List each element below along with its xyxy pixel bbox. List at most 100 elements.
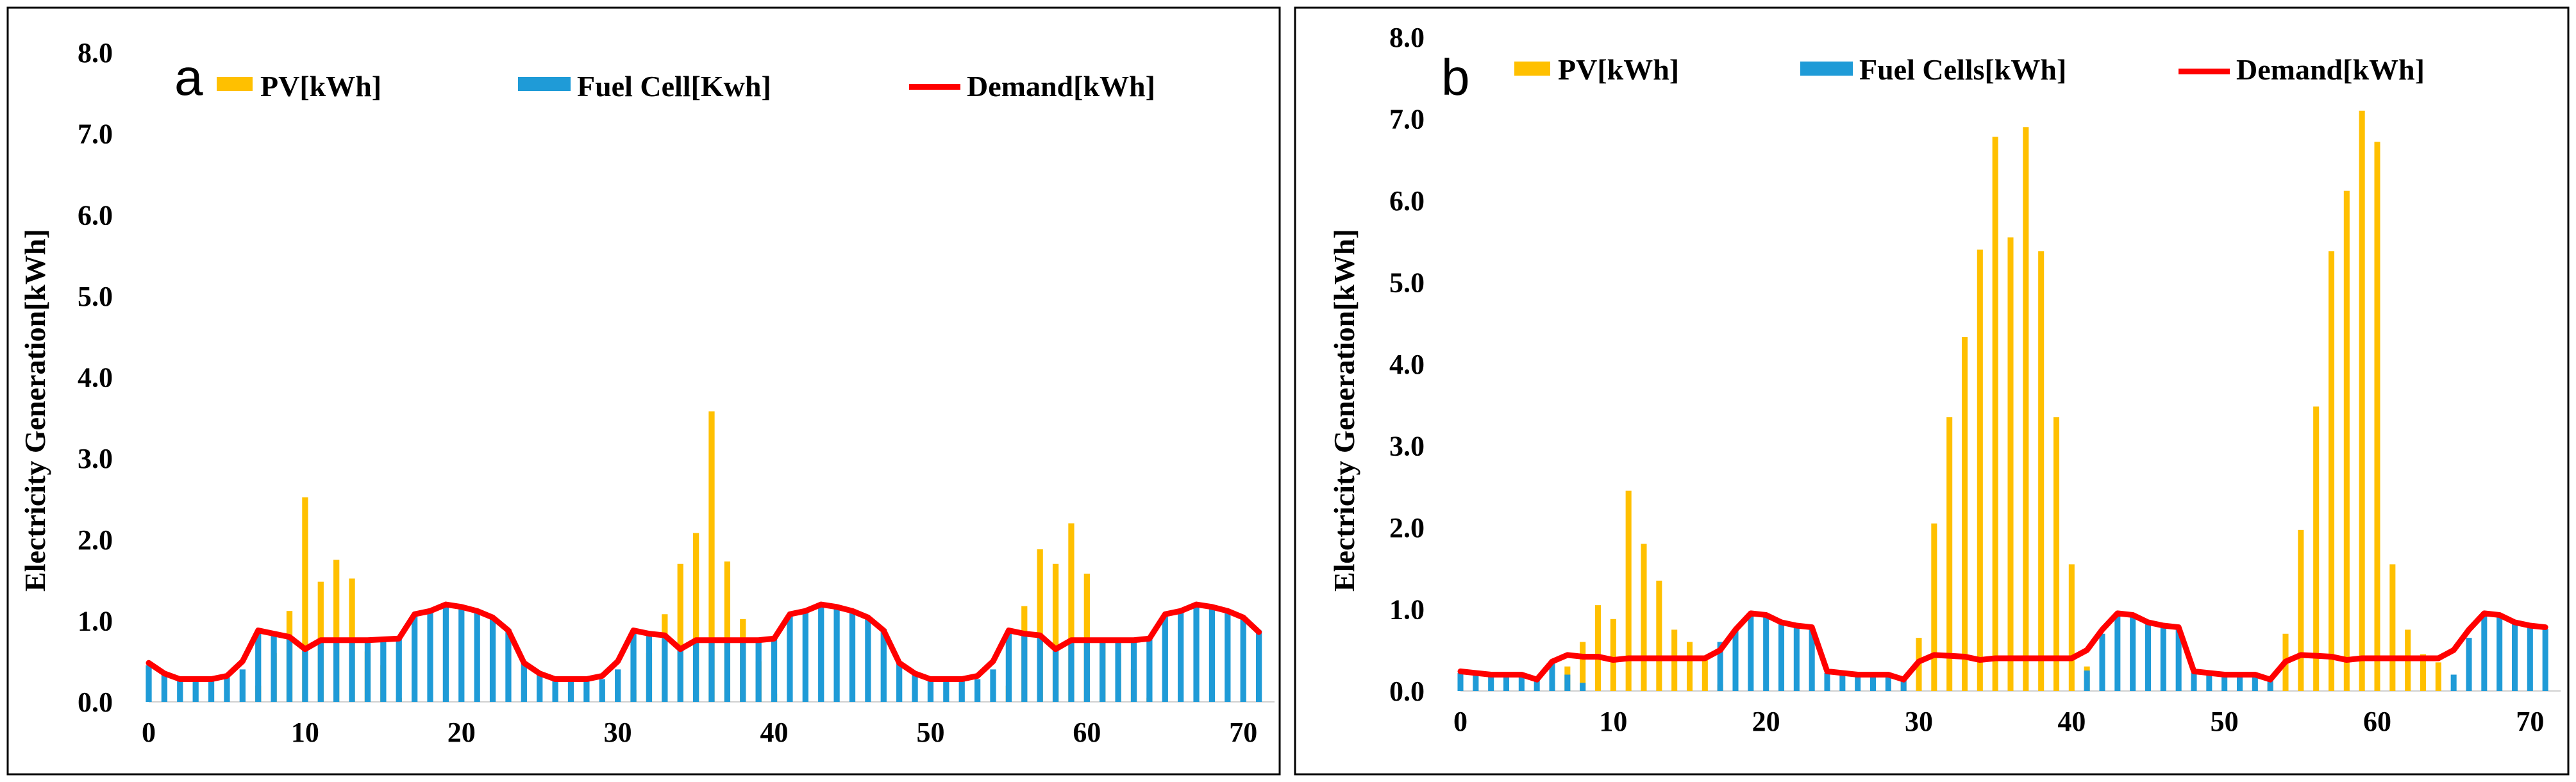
pv-bar	[2359, 110, 2365, 691]
fuel-cell-bar	[1225, 611, 1231, 702]
fuel-cell-bar	[990, 669, 996, 702]
fuel-cell-bar	[161, 673, 168, 702]
x-tick-label: 0	[142, 717, 156, 748]
y-tick-label: 5.0	[1389, 267, 1425, 299]
fuel-cell-bar	[1549, 662, 1555, 691]
fuel-cell-bar	[880, 629, 887, 702]
pv-bar	[1656, 580, 1662, 691]
fuel-cell-bar	[2160, 626, 2166, 691]
x-tick-label: 70	[1229, 717, 1257, 748]
pv-bar	[708, 411, 715, 702]
fuel-cell-bar	[1518, 676, 1525, 691]
pv-bar	[1946, 417, 1953, 691]
fuel-cell-bar	[567, 679, 574, 702]
fuel-cell-bar	[1900, 679, 1907, 691]
y-tick-label: 3.0	[1389, 431, 1425, 462]
fuel-cell-bar	[2450, 674, 2457, 691]
fuel-cell-bar	[177, 679, 183, 702]
legend-label: PV[kWh]	[1558, 53, 1679, 86]
panel-frame	[6, 6, 1281, 776]
fuel-cell-bar	[2206, 674, 2212, 691]
x-tick-label: 10	[1599, 706, 1627, 737]
fuel-cell-bar	[349, 640, 355, 702]
fuel-cell-bar	[1732, 629, 1739, 691]
fuel-cell-bar	[255, 630, 262, 702]
y-tick-label: 8.0	[78, 37, 113, 69]
pv-bar	[2023, 127, 2029, 691]
fuel-cell-bar	[239, 669, 246, 702]
pv-bar	[2328, 251, 2335, 691]
y-tick-label: 4.0	[1389, 349, 1425, 380]
panel-b: 0.0 1.0 2.0 3.0 4.0 5.0 6.0 7.0 8.0 0 10 20 30 40 50 60…	[1294, 6, 2570, 776]
y-tick-label: 0.0	[1389, 676, 1425, 707]
y-tick-label: 1.0	[78, 605, 113, 636]
fuel-cell-bar	[1255, 630, 1262, 702]
fuel-cell-bar	[599, 679, 605, 702]
fuel-cell-bar	[974, 679, 981, 702]
pv-bar	[2374, 142, 2380, 691]
fuel-cell-bar	[1824, 672, 1830, 691]
fuel-cell-bar	[1240, 617, 1246, 702]
fuel-cell-bar	[302, 649, 308, 702]
fuel-cell-bar	[1885, 676, 1891, 691]
fuel-cell-bar	[583, 679, 590, 702]
fuel-cell-bar	[2542, 629, 2548, 691]
fuel-cell-bar	[364, 640, 371, 702]
fuel-cell-bar	[2114, 613, 2121, 691]
fuel-cell-bar	[2481, 613, 2488, 691]
pv-bar	[1992, 137, 1998, 692]
y-tick-label: 7.0	[78, 119, 113, 150]
fuel-cell-bar	[2511, 624, 2518, 691]
fuel-cell-bar	[1488, 676, 1494, 691]
pv-bar	[1037, 549, 1043, 702]
fuel-cell-bar	[1855, 676, 1861, 691]
pv-bar	[302, 497, 308, 702]
fuel-cell-bar	[912, 673, 918, 702]
fuel-cell-bar	[2130, 615, 2136, 691]
fuel-cell-bar	[333, 640, 340, 702]
x-tick-label: 40	[2057, 706, 2086, 737]
x-tick-label: 0	[1453, 706, 1468, 737]
pv-bar	[2053, 417, 2060, 691]
fuel-cell-bar	[2145, 622, 2152, 691]
legend-label: Demand[kWh]	[967, 70, 1155, 103]
pv-bar	[1961, 337, 1968, 691]
fuel-cell-bar	[2497, 615, 2503, 691]
pv-bar	[724, 561, 731, 702]
fuel-cell-bar	[224, 678, 230, 702]
pv-bar	[1610, 619, 1616, 691]
fuel-cell-bar	[1793, 627, 1800, 691]
fuel-cell-bar	[1146, 638, 1153, 702]
fuel-cell-bar	[2221, 676, 2228, 691]
fuel-cell-bar	[630, 630, 637, 702]
y-axis-label: Electricity Generation[kWh]	[1328, 229, 1360, 592]
demand-line	[146, 601, 1262, 683]
legend-pv-swatch	[1514, 62, 1550, 76]
legend-label: Fuel Cell[Kwh]	[577, 70, 771, 103]
pv-bar	[2298, 529, 2304, 691]
fuel-cell-bar	[692, 640, 699, 702]
fuel-cell-bar	[552, 679, 558, 702]
pv-bar	[692, 533, 699, 702]
fuel-cell-bar	[1083, 640, 1090, 702]
fuel-cell-bar	[2527, 627, 2533, 691]
pv-bar	[2007, 237, 2014, 691]
fuel-cell-bar	[865, 617, 871, 702]
x-tick-label: 10	[291, 717, 319, 748]
fuel-cell-bar	[1778, 624, 1785, 691]
fuel-cell-bar	[317, 638, 324, 702]
fuel-cell-bar	[1037, 635, 1043, 702]
fuel-cell-bar	[1209, 606, 1216, 702]
pv-bar	[1931, 523, 1937, 691]
x-tick-label: 20	[1752, 706, 1780, 737]
fuel-cell-bar	[146, 665, 152, 702]
panel-a: 0.0 1.0 2.0 3.0 4.0 5.0 6.0 7.0 8.0 0 10 20 30 40 50 60…	[6, 6, 1281, 776]
fuel-cell-bar	[1162, 614, 1168, 702]
fuel-cell-bar	[380, 640, 387, 702]
pv-bar	[333, 560, 340, 702]
fuel-cell-bar	[755, 640, 762, 702]
fuel-cell-bar	[1193, 604, 1200, 702]
fuel-cell-bar	[2084, 670, 2090, 691]
fuel-cell-bar	[442, 604, 449, 702]
